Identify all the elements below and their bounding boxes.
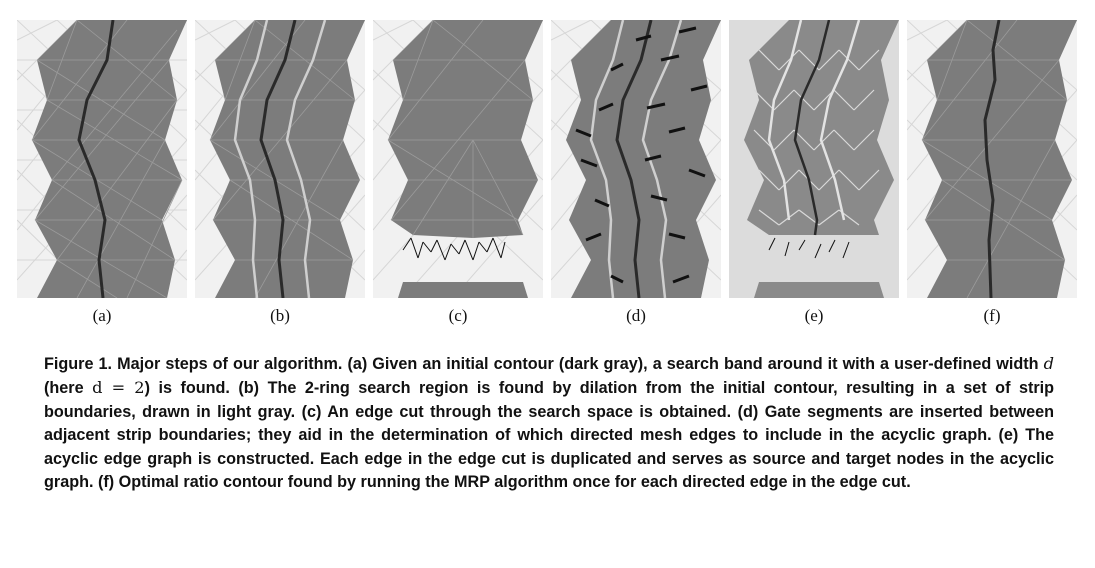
panel-b [195,20,365,298]
panel-a [17,20,187,298]
panel-label-f: (f) [983,306,1001,325]
panel-label-e: (e) [804,306,824,325]
panel-label-a: (a) [92,306,112,325]
optimal-contour [983,20,1001,298]
contour [259,20,297,298]
search-band [566,20,721,298]
panel-label-c: (c) [448,306,468,325]
search-band [388,20,543,238]
figure-panels: (a) (b) (c) (d) (e) (f) [17,20,1079,325]
caption-f: (f) Optimal ratio contour found by runni… [97,473,911,492]
band-mesh [31,20,183,298]
contour [77,20,115,298]
caption-c: (c) An edge cut through the search space… [301,402,732,421]
gate-segments [575,26,708,284]
panel-a-image [17,20,187,298]
panel-c [373,20,543,298]
search-band [744,20,899,235]
caption-here-open: (here [44,379,84,398]
search-band-bottom [398,282,528,298]
search-band [32,20,187,298]
strip-boundaries [767,20,861,221]
panel-label-d: (d) [626,306,646,325]
panel-d [551,20,721,298]
panel-d-image [551,20,721,298]
caption-a-prefix: (a) Given an initial contour (dark gray)… [347,355,1039,373]
search-band [210,20,365,298]
panel-b-image [195,20,365,298]
panel-e-image [729,20,899,298]
edge-cut-arrows [402,237,506,261]
band-mesh [209,20,360,298]
caption-d-symbol: d [1043,354,1054,373]
search-band-bottom [754,282,884,298]
caption-e: (e) The acyclic edge graph is constructe… [44,426,1054,468]
caption-equation: d = 2 [92,378,145,398]
panel-e [729,20,899,298]
caption-a-suffix: ) is found. [144,379,230,398]
caption-d: (d) Gate segments are inserted between a… [44,402,1055,445]
panel-f [907,20,1077,298]
contour [615,20,653,298]
caption-e2: Each edge in the edge cut is duplicated … [44,449,1054,492]
caption-b: (b) The 2-ring search region is found by… [44,379,1055,421]
panel-c-image [373,20,543,298]
band-mesh [387,20,538,238]
panel-f-image [907,20,1077,298]
search-band [922,20,1077,298]
contour [793,20,831,236]
caption-lead: Figure 1. Major steps of our algorithm. [44,355,343,373]
strip-boundaries [233,20,327,298]
figure-caption: Figure 1. Major steps of our algorithm. … [44,352,1054,494]
edge-cut-arrows [768,237,850,259]
panel-label-b: (b) [270,306,290,325]
